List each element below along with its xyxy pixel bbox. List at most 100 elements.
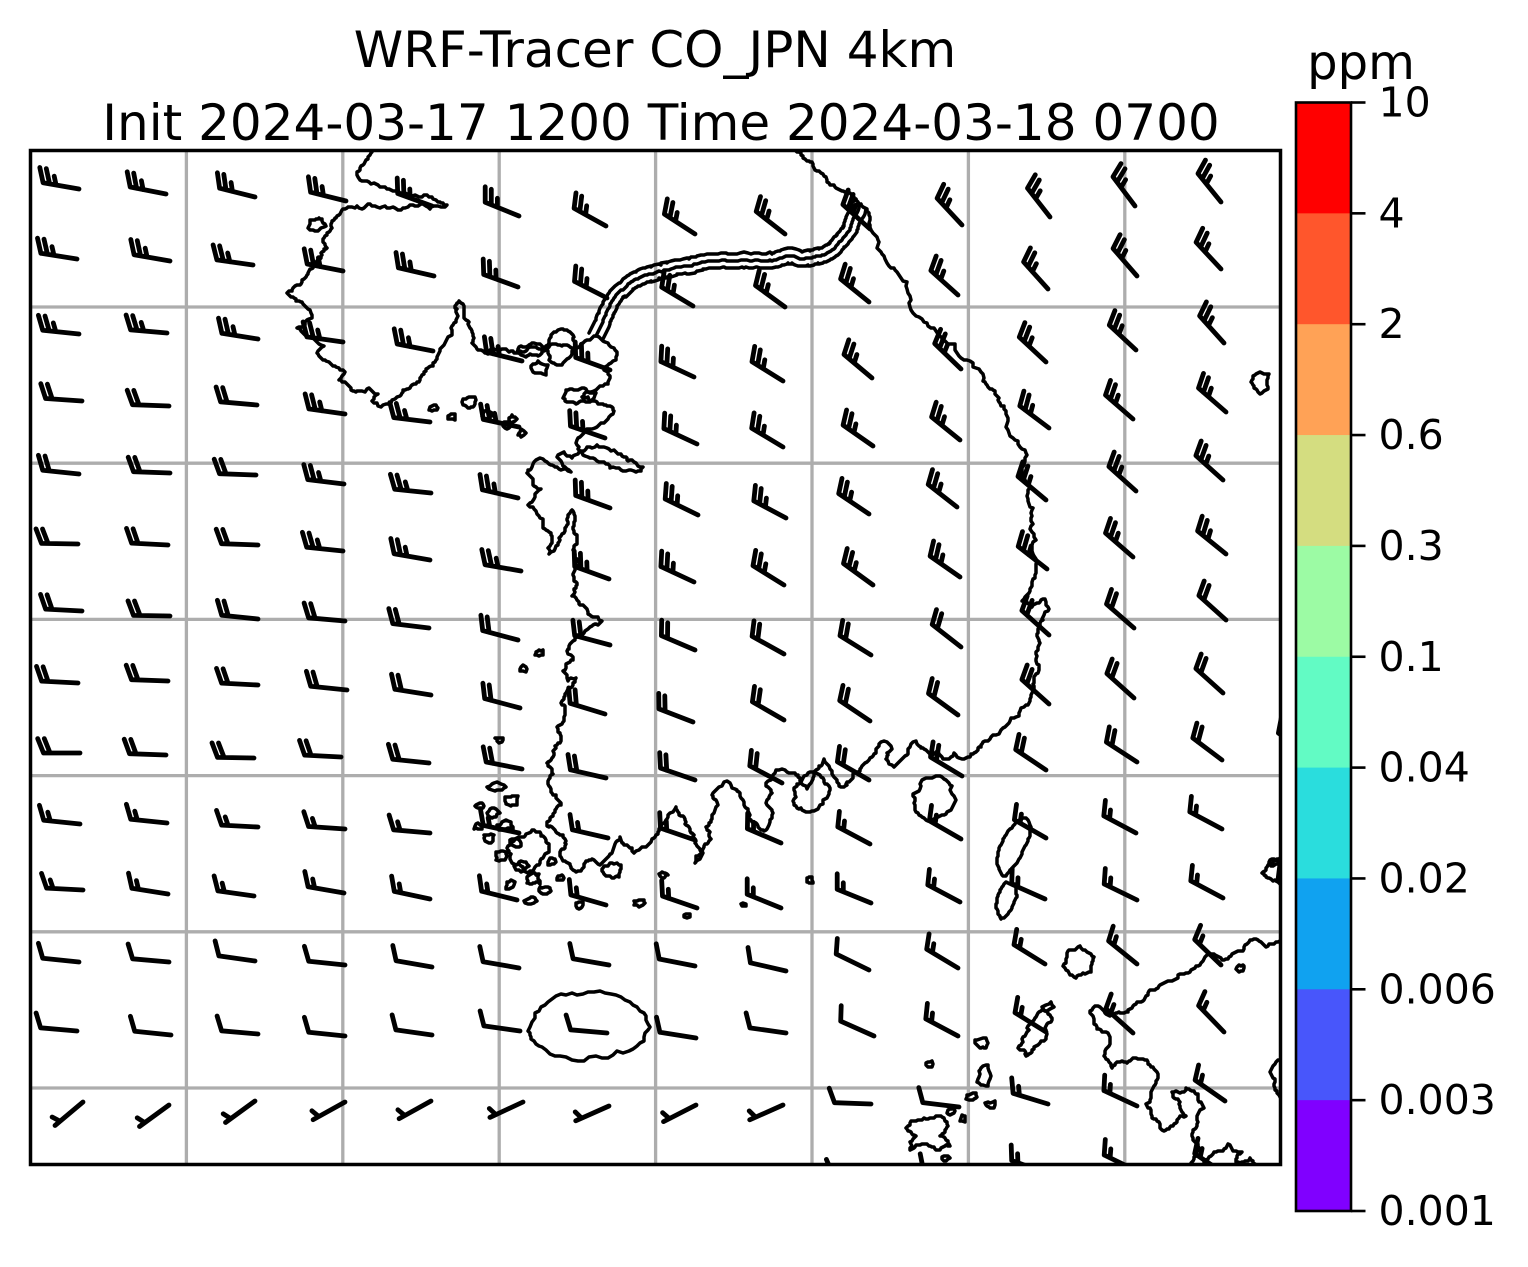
wind-barb (572, 477, 613, 511)
wind-barb (37, 802, 83, 827)
colorbar-segment-4-10 (1296, 102, 1351, 214)
wind-barb (838, 261, 872, 305)
coastline-shinan-islet-0 (485, 780, 508, 793)
wind-barb (480, 744, 525, 772)
wind-barb (1104, 724, 1140, 765)
wind-barb (841, 546, 876, 588)
wind-barb (1104, 587, 1137, 631)
coastline-shinan-islet-1 (503, 794, 520, 808)
wind-barb (837, 683, 873, 724)
coastline-south-islet-1 (632, 898, 647, 909)
wind-barb (1192, 922, 1224, 968)
coastline-kyushu-islet-3 (983, 1099, 997, 1110)
wind-barb (1195, 513, 1229, 557)
wind-barb (1196, 578, 1229, 623)
wind-barb (477, 1008, 523, 1034)
wind-barb (389, 671, 434, 698)
wind-barb (658, 548, 697, 585)
wind-barb (300, 319, 346, 345)
coastline-kyushu-coast (1088, 937, 1281, 1165)
wind-barb (1017, 388, 1052, 431)
wind-barb (301, 462, 347, 487)
wind-barb (838, 1003, 877, 1039)
wind-barb (661, 410, 700, 447)
wind-barb (390, 943, 435, 970)
coastline-honshu-islet (1267, 857, 1281, 868)
colorbar-ticks (1351, 101, 1366, 1213)
wind-barb (660, 1102, 699, 1124)
wind-barb (304, 668, 350, 693)
colorbar-tick-label-0.04: 0.04 (1379, 744, 1470, 792)
coastline-shinan-islet-12 (473, 801, 486, 810)
wind-barb (389, 1012, 435, 1038)
wind-barb (746, 1102, 786, 1123)
wind-barb (478, 807, 522, 836)
coastline-kyushu-islet-5 (958, 1113, 967, 1124)
coastline-west-islet-1 (533, 648, 545, 658)
coastline-kyushu-islet-1 (975, 1063, 993, 1088)
wind-barb (124, 387, 172, 409)
wind-barb (1025, 172, 1053, 220)
wind-barb (567, 941, 612, 968)
wind-barb (1021, 245, 1051, 292)
wind-barb (563, 1012, 610, 1036)
wind-barb (1197, 299, 1227, 346)
wind-barb (572, 339, 613, 373)
coastline-west-islet-2 (518, 663, 529, 674)
wind-barb (1015, 459, 1049, 503)
wind-barb (1015, 529, 1050, 572)
wind-barb (1110, 232, 1140, 279)
coastline-south-islet-4 (739, 901, 748, 908)
coastline-south-islet-3 (682, 912, 692, 920)
colorbar-tick-label-2: 2 (1379, 300, 1405, 348)
wind-barb (34, 664, 81, 686)
wind-barb (215, 170, 258, 200)
wind-barb (394, 175, 435, 209)
coastline-jeju-island (526, 989, 652, 1063)
wind-barb (572, 1103, 612, 1124)
wind-barbs (33, 157, 1281, 1165)
coastline-kyushu-islet-7 (1234, 963, 1246, 974)
wind-barb (835, 809, 873, 847)
wind-barb (1012, 995, 1049, 1035)
wind-barb (123, 312, 170, 336)
wind-barb (572, 263, 610, 301)
wind-barb (928, 253, 961, 298)
coastline-shinan-islet-8 (525, 871, 542, 886)
wind-barb (1016, 320, 1049, 365)
colorbar-segment-0.02-0.04 (1296, 767, 1351, 879)
wind-barb (840, 407, 876, 449)
wind-barb (387, 400, 433, 425)
wind-barb (659, 878, 700, 911)
wind-barb (1187, 794, 1225, 832)
wind-barb (306, 174, 349, 204)
wind-barb (928, 739, 965, 779)
wind-barb (1013, 732, 1049, 773)
wind-barb (477, 944, 522, 971)
coastline-south-islet-2 (657, 870, 670, 880)
wind-barb (1196, 371, 1229, 415)
coastline-south-islet-0 (574, 900, 585, 911)
colorbar-unit-label: ppm (1307, 35, 1415, 91)
wind-barb (482, 334, 525, 364)
colorbar-segment-0.006-0.02 (1296, 878, 1351, 990)
wind-barb (482, 184, 522, 219)
wind-barb (658, 343, 697, 380)
wind-barb (1193, 438, 1226, 483)
coastline-ganghwa-island (543, 327, 578, 367)
wind-barb (300, 529, 346, 554)
wind-barb (749, 618, 787, 657)
wind-barb (124, 169, 169, 197)
coastline-ulleung-island (1249, 370, 1271, 396)
wind-barb (220, 1098, 258, 1125)
wind-barb (917, 1151, 925, 1165)
colorbar-segment-0.001-0.003 (1296, 1100, 1351, 1212)
wind-barb (662, 481, 701, 518)
coastline-jindo-island (505, 828, 551, 875)
map-plot-area (28, 148, 1283, 1167)
wind-barb (1103, 516, 1136, 560)
wind-barb (480, 256, 521, 290)
wind-barb (309, 1099, 348, 1123)
